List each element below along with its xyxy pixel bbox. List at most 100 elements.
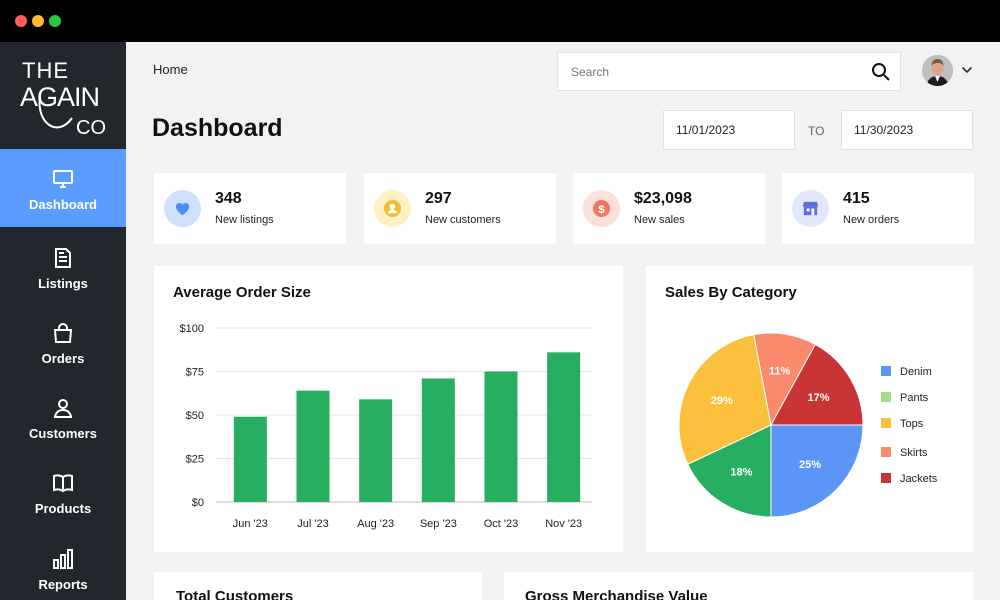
dollar-icon: $ bbox=[592, 199, 611, 218]
breadcrumb[interactable]: Home bbox=[153, 62, 188, 77]
stat-icon-badge bbox=[792, 190, 829, 227]
shopping-bag-icon bbox=[53, 323, 73, 343]
stat-label: New listings bbox=[215, 214, 274, 226]
x-tick-label: Oct '23 bbox=[484, 518, 519, 530]
x-tick-label: Aug '23 bbox=[357, 518, 394, 530]
legend-label: Skirts bbox=[900, 447, 928, 459]
bar[interactable] bbox=[421, 378, 455, 502]
sidebar-item-label: Customers bbox=[29, 426, 97, 441]
window-minimize-button[interactable] bbox=[32, 15, 44, 27]
x-tick-label: Jul '23 bbox=[297, 518, 328, 530]
window-close-button[interactable] bbox=[15, 15, 27, 27]
bar[interactable] bbox=[296, 390, 330, 502]
bar[interactable] bbox=[547, 352, 581, 502]
book-icon bbox=[53, 474, 73, 493]
date-range-separator: TO bbox=[808, 124, 825, 138]
logo-text-the: THE bbox=[22, 58, 69, 83]
card-title: Total Customers bbox=[176, 588, 294, 600]
card-title: Gross Merchandise Value bbox=[525, 588, 708, 600]
average-order-size-card: Average Order Size $0 $25 $50 $75 $100 Jun '2… bbox=[154, 266, 623, 552]
x-tick-label: Jun '23 bbox=[233, 518, 268, 530]
x-tick-label: Nov '23 bbox=[545, 518, 582, 530]
window-maximize-button[interactable] bbox=[49, 15, 61, 27]
search-icon[interactable] bbox=[871, 62, 891, 82]
sidebar-item-label: Listings bbox=[38, 276, 88, 291]
user-icon bbox=[53, 399, 73, 418]
stat-label: New sales bbox=[634, 214, 685, 226]
total-customers-card: Total Customers bbox=[154, 572, 482, 600]
legend-swatch bbox=[881, 473, 891, 483]
date-to-field[interactable] bbox=[841, 110, 973, 150]
window-titlebar bbox=[0, 0, 1000, 42]
heart-icon bbox=[175, 203, 190, 216]
stat-icon-badge bbox=[374, 190, 411, 227]
y-tick-label: $50 bbox=[186, 410, 204, 422]
search-input[interactable] bbox=[571, 63, 851, 81]
sidebar-item-label: Reports bbox=[38, 577, 88, 592]
stat-card-new-customers[interactable]: 297 New customers bbox=[364, 173, 556, 244]
monitor-icon bbox=[53, 170, 73, 188]
stat-value: 297 bbox=[425, 190, 452, 207]
pie-slice[interactable] bbox=[687, 424, 772, 518]
stat-value: 415 bbox=[843, 190, 870, 207]
avatar[interactable] bbox=[922, 55, 953, 86]
legend-swatch bbox=[881, 366, 891, 376]
stat-card-new-orders[interactable]: 415 New orders bbox=[782, 173, 974, 244]
bar[interactable] bbox=[359, 399, 393, 502]
legend-label: Pants bbox=[900, 392, 929, 404]
stat-value: 348 bbox=[215, 190, 242, 207]
store-icon bbox=[802, 201, 819, 216]
date-from-input[interactable] bbox=[676, 123, 786, 137]
pie-slice[interactable] bbox=[770, 424, 864, 518]
sidebar-item-dashboard[interactable]: Dashboard bbox=[0, 149, 126, 227]
legend-label: Jackets bbox=[900, 473, 938, 485]
pie-slice-label: 17% bbox=[807, 392, 829, 404]
sidebar-item-reports[interactable]: Reports bbox=[0, 529, 126, 600]
legend-label: Tops bbox=[900, 418, 924, 430]
pie-slice-label: 25% bbox=[799, 459, 821, 471]
pie-slice-label: 11% bbox=[769, 365, 791, 377]
average-order-size-chart: $0 $25 $50 $75 $100 Jun '23 Jul '23 Aug '23 Sep … bbox=[180, 323, 592, 530]
sales-by-category-card: Sales By Category 25% 18% 29% 11% 17% Denim Pa… bbox=[646, 266, 973, 552]
legend-label: Denim bbox=[900, 366, 932, 378]
sidebar-item-customers[interactable]: Customers bbox=[0, 378, 126, 456]
card-title: Sales By Category bbox=[665, 284, 797, 301]
y-tick-label: $25 bbox=[186, 454, 204, 466]
sidebar-item-label: Dashboard bbox=[29, 197, 97, 212]
logo-text-again: AGAIN bbox=[20, 82, 99, 112]
logo-text-co: CO bbox=[76, 117, 106, 136]
date-to-input[interactable] bbox=[854, 123, 964, 137]
bar-chart-icon bbox=[53, 549, 73, 569]
stat-card-new-listings[interactable]: 348 New listings bbox=[154, 173, 346, 244]
chevron-down-icon[interactable] bbox=[961, 66, 973, 74]
pie-slice[interactable] bbox=[770, 343, 864, 426]
avatar-image bbox=[922, 55, 953, 86]
card-title: Average Order Size bbox=[173, 284, 311, 301]
gross-merchandise-value-card: Gross Merchandise Value bbox=[504, 572, 973, 600]
stat-icon-badge: $ bbox=[583, 190, 620, 227]
stat-card-new-sales[interactable]: $ $23,098 New sales bbox=[573, 173, 765, 244]
user-circle-icon bbox=[383, 199, 402, 218]
search-box bbox=[557, 52, 901, 91]
stat-label: New orders bbox=[843, 214, 900, 226]
sidebar-item-label: Products bbox=[34, 501, 92, 516]
stat-label: New customers bbox=[425, 214, 501, 226]
bar[interactable] bbox=[233, 416, 267, 502]
brand-logo: THE AGAIN CO bbox=[20, 58, 106, 136]
sidebar-item-listings[interactable]: Listings bbox=[0, 228, 126, 306]
sidebar-item-orders[interactable]: Orders bbox=[0, 303, 126, 381]
bar[interactable] bbox=[484, 371, 518, 503]
pie-slice-label: 29% bbox=[711, 395, 733, 407]
legend-swatch bbox=[881, 392, 891, 402]
document-icon bbox=[55, 248, 71, 268]
legend-swatch bbox=[881, 447, 891, 457]
stat-icon-badge bbox=[164, 190, 201, 227]
sidebar-item-label: Orders bbox=[41, 351, 85, 366]
page-title: Dashboard bbox=[152, 114, 283, 142]
pie-slice-label: 18% bbox=[730, 467, 752, 479]
pie-slice[interactable] bbox=[678, 334, 772, 465]
sidebar-item-products[interactable]: Products bbox=[0, 453, 126, 531]
y-tick-label: $100 bbox=[180, 323, 204, 335]
legend-swatch bbox=[881, 418, 891, 428]
date-from-field[interactable] bbox=[663, 110, 795, 150]
